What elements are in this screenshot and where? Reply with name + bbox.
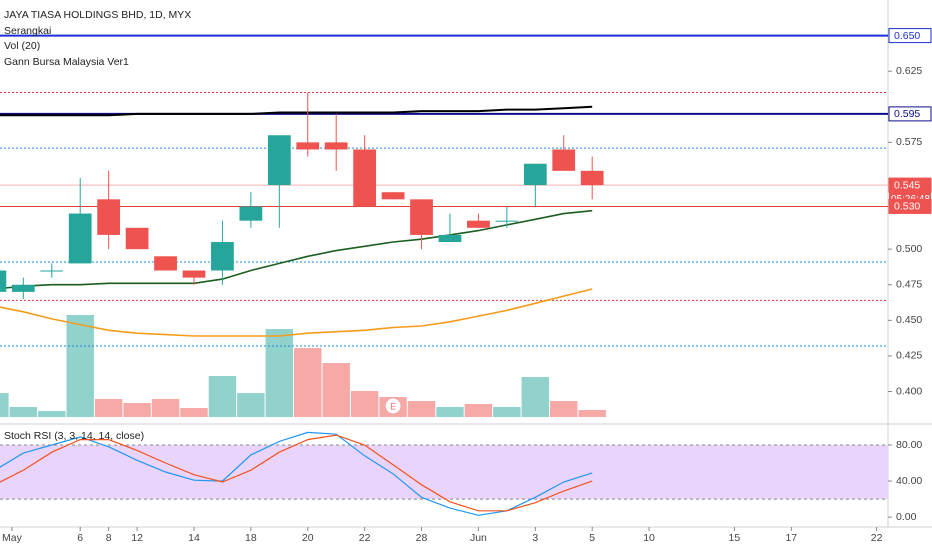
indicator-label: Serangkai xyxy=(4,25,51,37)
x-tick-label: 3 xyxy=(532,532,538,544)
candle-body xyxy=(97,199,121,235)
y-tick-label: 40.00 xyxy=(896,475,922,487)
x-tick-label: 22 xyxy=(359,532,371,544)
volume-bar xyxy=(208,376,237,417)
volume-bar xyxy=(0,393,9,417)
indicator-label: Gann Bursa Malaysia Ver1 xyxy=(4,56,129,68)
earnings-label: E xyxy=(390,401,396,411)
candle-body xyxy=(211,242,234,271)
y-tick-label: 0.400 xyxy=(896,385,922,397)
candle-body xyxy=(0,270,7,292)
y-tick-label: 0.475 xyxy=(896,279,922,291)
candle-body xyxy=(495,220,519,222)
candle-body xyxy=(239,206,263,221)
candle-body xyxy=(125,227,149,250)
x-tick-label: 15 xyxy=(729,532,741,544)
stoch-title: Stoch RSI (3, 3, 14, 14, close) xyxy=(4,430,144,442)
candle-body xyxy=(552,149,576,171)
y-tick-label: 80.00 xyxy=(896,439,922,451)
x-tick-label: 8 xyxy=(106,532,112,544)
plot: E 80.00 40.00 0.00 0.625 0.575 0.500 0.475 0.450… xyxy=(0,28,932,544)
volume-bar xyxy=(9,407,38,417)
candle-body xyxy=(40,270,64,272)
volume-bar xyxy=(237,393,265,417)
candle-body xyxy=(438,234,462,243)
candle-body xyxy=(267,135,291,186)
moving-average xyxy=(0,209,593,290)
x-tick-label: 14 xyxy=(188,532,200,544)
x-tick-label: 22 xyxy=(871,532,883,544)
candle-body xyxy=(523,163,547,186)
candle-body xyxy=(296,142,320,150)
stoch-band xyxy=(0,445,888,500)
candle-body xyxy=(324,142,348,150)
volume-bar xyxy=(436,407,464,417)
price-tag xyxy=(888,28,932,44)
x-tick-label: May xyxy=(2,532,23,544)
candle-body xyxy=(154,256,177,271)
candle-body xyxy=(580,170,604,186)
volume-bar xyxy=(66,315,94,417)
y-tick-label: 0.425 xyxy=(896,350,922,362)
volume-bar xyxy=(38,411,66,417)
price-tag xyxy=(888,106,932,122)
volume-bar xyxy=(94,399,123,417)
y-tick-label: 0.450 xyxy=(896,314,922,326)
x-tick-label: 28 xyxy=(416,532,428,544)
earnings-marker xyxy=(384,397,402,415)
x-tick-label: 18 xyxy=(245,532,257,544)
volume-bar xyxy=(493,407,521,417)
candle-body xyxy=(68,213,92,264)
volume-bar xyxy=(322,363,350,417)
x-tick-label: 12 xyxy=(131,532,143,544)
volume-bar xyxy=(407,401,436,417)
candle-body xyxy=(381,192,405,200)
volume-bar xyxy=(123,403,151,417)
volume-bar xyxy=(464,404,493,417)
x-tick-label: 5 xyxy=(589,532,595,544)
volume-bar xyxy=(294,348,322,417)
y-tick-label: 0.625 xyxy=(896,65,922,77)
volume-bar xyxy=(578,410,606,417)
x-tick-label: 17 xyxy=(785,532,797,544)
volume-bar xyxy=(180,408,208,417)
candle-body xyxy=(353,149,377,207)
candle-body xyxy=(182,270,206,278)
candle-body xyxy=(11,284,35,292)
price-tag xyxy=(888,198,932,214)
candle-body xyxy=(467,220,490,228)
stoch-line xyxy=(0,431,593,516)
symbol-title: JAYA TIASA HOLDINGS BHD, 1D, MYX xyxy=(4,9,191,21)
moving-average xyxy=(0,288,593,337)
candle-body xyxy=(410,199,433,235)
volume-bar xyxy=(151,399,180,417)
x-tick-label: 10 xyxy=(643,532,655,544)
x-tick-label: 6 xyxy=(77,532,83,544)
y-tick-label: 0.575 xyxy=(896,136,922,148)
volume-bar xyxy=(265,329,294,417)
volume-bar xyxy=(521,377,550,417)
volume-bar xyxy=(550,401,578,417)
price-tag-label: 0.530 xyxy=(894,201,920,213)
y-tick-label: 0.500 xyxy=(896,243,922,255)
x-tick-label: 20 xyxy=(302,532,314,544)
y-tick-label: 0.00 xyxy=(896,511,917,523)
x-tick-label: Jun xyxy=(470,532,487,544)
price-tag-label: 0.650 xyxy=(894,30,920,42)
volume-bar xyxy=(350,391,379,417)
stoch-line xyxy=(0,434,593,512)
moving-average xyxy=(0,105,593,117)
price-tag-label: 0.545 xyxy=(894,179,920,191)
indicator-label: Vol (20) xyxy=(4,40,40,52)
price-tag-label: 0.595 xyxy=(894,108,920,120)
